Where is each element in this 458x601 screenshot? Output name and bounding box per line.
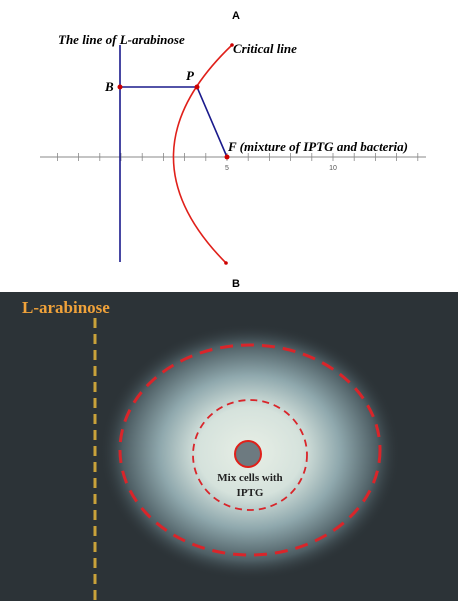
tick-label: 10 (329, 165, 337, 172)
inoculation-spot (235, 441, 261, 467)
point-f (225, 155, 230, 160)
point-p (195, 85, 200, 90)
number-axis (40, 153, 426, 161)
panel-label: A (232, 10, 240, 22)
figure: A 5 10 The line of L-arabinose Critical … (0, 0, 458, 601)
critical-line (173, 45, 232, 263)
tick-label: 5 (225, 165, 229, 172)
point-label: P (186, 68, 195, 83)
point-label: B (104, 79, 114, 94)
point-label: F (mixture of IPTG and bacteria) (227, 139, 408, 154)
panel-label: B (232, 278, 240, 290)
center-label: IPTG (237, 487, 264, 499)
critical-line-label: Critical line (233, 41, 297, 56)
center-label: Mix cells with (217, 472, 282, 484)
curve-end (224, 261, 228, 265)
arabinose-line-label: The line of L-arabinose (58, 32, 185, 47)
arabinose-label: L-arabinose (22, 298, 110, 317)
point-b (118, 85, 123, 90)
